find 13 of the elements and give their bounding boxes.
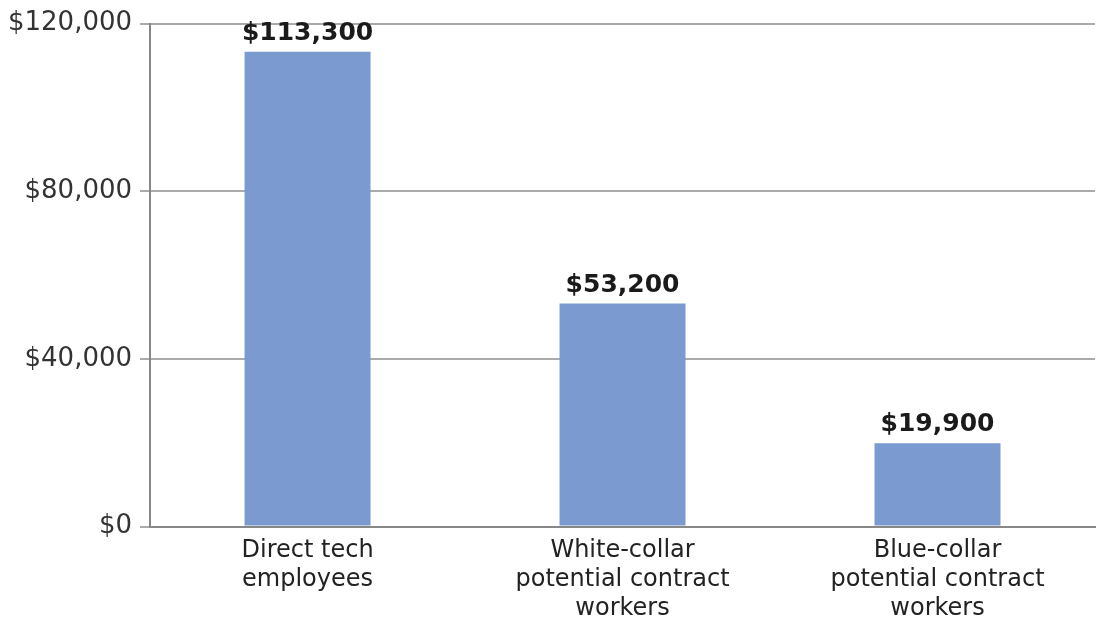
bar [874,443,1001,526]
x-tick-label: Direct tech employees [241,535,374,593]
y-tick-label: $40,000 [24,341,133,372]
data-label: $53,200 [565,268,680,298]
data-label: $19,900 [880,408,995,438]
bar [559,303,686,526]
bar [244,51,371,526]
data-label: $113,300 [241,16,374,46]
x-tick-label: Blue-collar potential contract workers [830,535,1045,621]
y-tick-label: $80,000 [24,174,133,205]
y-tick-label: $0 [98,509,133,540]
y-tick-label: $120,000 [8,6,133,37]
x-tick-label: White-collar potential contract workers [515,535,730,621]
